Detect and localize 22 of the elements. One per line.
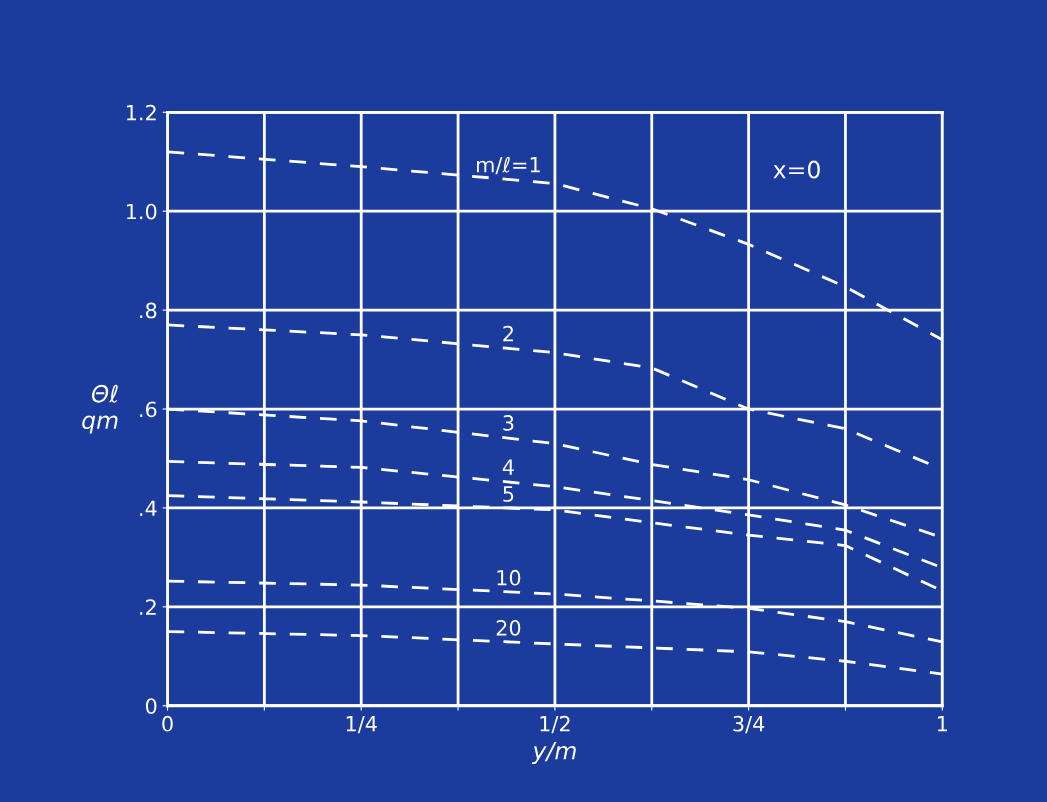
x-axis-title: y/m — [531, 741, 576, 765]
x-tick-label: 1 — [937, 716, 947, 732]
series-label: 5 — [503, 486, 514, 502]
series-label: 20 — [496, 619, 521, 636]
x-tick-label: 1/2 — [540, 715, 570, 734]
series-label: 4 — [502, 459, 514, 475]
y-axis-title: Θℓ qm — [82, 384, 118, 434]
y-tick-label: .4 — [140, 500, 157, 516]
series-label: m/ℓ=1 — [477, 156, 540, 175]
x-tick-label: 0 — [162, 715, 173, 732]
y-tick-label: 0 — [145, 698, 157, 714]
y-tick-label: .8 — [140, 302, 157, 319]
series-label: 2 — [503, 325, 513, 342]
annotation: x=0 — [773, 160, 820, 179]
series-label: 10 — [497, 569, 521, 586]
y-tick-label: .2 — [140, 599, 156, 615]
y-tick-label: 1.2 — [126, 104, 156, 121]
y-tick-label: 1.0 — [126, 203, 157, 220]
x-tick-label: 3/4 — [733, 715, 765, 734]
y-tick-label: .6 — [140, 401, 157, 418]
series-label: 3 — [503, 415, 514, 431]
x-tick-label: 1/4 — [346, 716, 377, 734]
